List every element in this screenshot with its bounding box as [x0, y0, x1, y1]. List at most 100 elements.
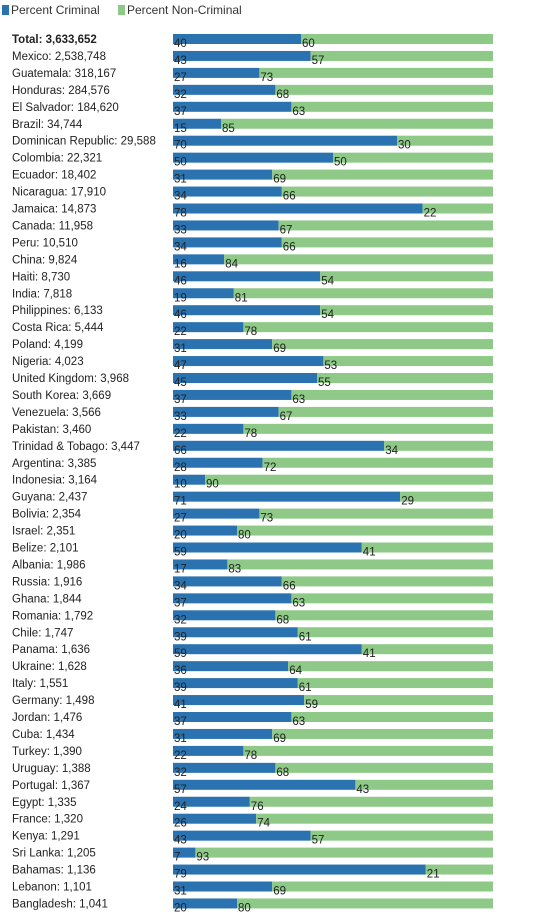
- bar-segment-criminal: [173, 373, 317, 383]
- category-label: Poland: 4,199: [12, 339, 83, 351]
- bar-segment-noncriminal: [272, 169, 493, 180]
- bar-segment-criminal: [173, 440, 385, 451]
- data-label-noncriminal: 53: [324, 360, 337, 372]
- bar-segment-criminal: [173, 745, 244, 756]
- data-label-noncriminal: 54: [321, 275, 334, 287]
- bar-segment-criminal: [173, 67, 260, 78]
- data-label-noncriminal: 60: [302, 38, 315, 50]
- data-label-noncriminal: 63: [292, 106, 305, 118]
- category-label: Bahamas: 1,136: [12, 865, 96, 877]
- category-label: Mexico: 2,538,748: [12, 51, 106, 63]
- bar-segment-criminal: [173, 305, 321, 316]
- bar-segment-criminal: [173, 169, 273, 180]
- bar-segment-noncriminal: [237, 898, 493, 909]
- data-label-criminal: 71: [174, 496, 187, 508]
- data-label-criminal: 32: [174, 89, 187, 101]
- bar-segment-criminal: [173, 525, 237, 536]
- bar-segment-noncriminal: [355, 779, 493, 790]
- bar-segment-criminal: [173, 627, 298, 638]
- data-label-noncriminal: 69: [273, 343, 286, 355]
- data-label-criminal: 34: [174, 191, 187, 203]
- bar-segment-criminal: [173, 254, 225, 265]
- data-label-noncriminal: 29: [401, 496, 414, 508]
- bar-segment-noncriminal: [281, 576, 493, 587]
- bar-segment-noncriminal: [227, 559, 493, 570]
- data-label-noncriminal: 69: [273, 886, 286, 898]
- bar-segment-noncriminal: [243, 745, 493, 756]
- data-label-criminal: 31: [174, 174, 187, 186]
- data-label-noncriminal: 64: [289, 665, 302, 677]
- bar-segment-criminal: [173, 576, 282, 587]
- category-label: Germany: 1,498: [12, 695, 94, 707]
- category-label: Dominican Republic: 29,588: [12, 136, 156, 148]
- data-label-noncriminal: 43: [356, 784, 369, 796]
- category-label: Bangladesh: 1,041: [12, 898, 108, 910]
- data-label-noncriminal: 66: [283, 191, 296, 203]
- data-label-criminal: 34: [174, 580, 187, 592]
- data-label-noncriminal: 80: [238, 902, 251, 914]
- category-label: Ecuador: 18,402: [12, 170, 96, 182]
- bar-segment-criminal: [173, 101, 292, 112]
- bar-segment-criminal: [173, 762, 276, 773]
- bar-segment-criminal: [173, 203, 423, 214]
- data-label-criminal: 43: [174, 835, 187, 847]
- category-label: Uruguay: 1,388: [12, 763, 91, 775]
- bar-segment-criminal: [173, 118, 221, 129]
- data-label-criminal: 37: [174, 106, 187, 118]
- category-label: Canada: 11,958: [12, 220, 93, 232]
- bar-segment-criminal: [173, 881, 273, 892]
- bar-segment-noncriminal: [297, 678, 493, 689]
- bar-segment-noncriminal: [323, 356, 493, 367]
- data-label-criminal: 22: [174, 326, 187, 338]
- legend-label-criminal: Percent Criminal: [11, 3, 100, 17]
- data-label-noncriminal: 66: [283, 241, 296, 253]
- bar-segment-noncriminal: [275, 762, 493, 773]
- category-label: Belize: 2,101: [12, 543, 79, 555]
- data-label-criminal: 37: [174, 716, 187, 728]
- bar-segment-noncriminal: [281, 186, 493, 197]
- category-label: Nigeria: 4,023: [12, 356, 84, 368]
- bar-segment-noncriminal: [333, 152, 493, 163]
- legend-item-criminal[interactable]: Percent Criminal: [2, 3, 100, 17]
- data-label-criminal: 28: [174, 462, 187, 474]
- data-label-noncriminal: 59: [305, 699, 318, 711]
- bar-segment-criminal: [173, 610, 276, 621]
- data-label-noncriminal: 84: [225, 258, 238, 270]
- data-label-noncriminal: 22: [424, 208, 437, 220]
- data-label-criminal: 31: [174, 886, 187, 898]
- bar-segment-criminal: [173, 779, 356, 790]
- data-label-noncriminal: 74: [257, 818, 270, 830]
- data-label-criminal: 46: [174, 309, 187, 321]
- category-label: Ukraine: 1,628: [12, 661, 87, 673]
- bar-segment-noncriminal: [262, 457, 493, 468]
- bar-segment-noncriminal: [281, 237, 493, 248]
- legend-item-noncriminal[interactable]: Percent Non-Criminal: [118, 3, 242, 17]
- bar-segment-criminal: [173, 474, 205, 485]
- bar-segment-criminal: [173, 830, 311, 841]
- data-label-criminal: 31: [174, 343, 187, 355]
- bar-segment-noncriminal: [304, 695, 493, 706]
- bar-segment-noncriminal: [278, 406, 493, 417]
- bar-segment-noncriminal: [275, 84, 493, 95]
- bar-segment-criminal: [173, 237, 282, 248]
- bar-segment-noncriminal: [259, 67, 493, 78]
- category-label: Bolivia: 2,354: [12, 509, 82, 521]
- category-label: Venezuela: 3,566: [12, 407, 101, 419]
- data-label-noncriminal: 76: [251, 801, 264, 813]
- data-label-criminal: 79: [174, 869, 187, 881]
- data-label-criminal: 27: [174, 72, 187, 84]
- bar-segment-criminal: [173, 678, 298, 689]
- bar-segment-criminal: [173, 864, 426, 875]
- category-label: Turkey: 1,390: [12, 746, 82, 758]
- bar-segment-noncriminal: [310, 830, 493, 841]
- data-label-noncriminal: 61: [299, 682, 312, 694]
- bar-segment-noncriminal: [301, 34, 493, 44]
- bar-segment-noncriminal: [291, 712, 493, 722]
- data-label-noncriminal: 55: [318, 377, 331, 389]
- bar-segment-noncriminal: [237, 525, 493, 536]
- category-label: Pakistan: 3,460: [12, 424, 91, 436]
- category-label: Chile: 1,747: [12, 627, 73, 639]
- data-label-criminal: 70: [174, 140, 187, 152]
- data-label-criminal: 20: [174, 902, 187, 914]
- bar-segment-criminal: [173, 728, 273, 739]
